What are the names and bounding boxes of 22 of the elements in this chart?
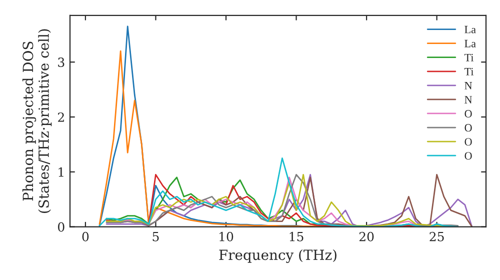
y-tick-label: 0 <box>58 222 64 232</box>
legend-label: O <box>464 138 472 146</box>
legend-label: O <box>464 124 472 132</box>
x-tick-label: 20 <box>359 232 374 242</box>
y-tick-label: 3 <box>58 58 64 67</box>
legend-label: La <box>464 26 476 34</box>
x-tick-label: 0 <box>82 232 89 242</box>
x-axis-title: Frequency (THz) <box>219 249 336 263</box>
x-tick-label: 15 <box>290 232 304 242</box>
x-tick-label: 25 <box>430 232 444 242</box>
legend-label: N <box>464 82 472 90</box>
x-tick-label: 5 <box>152 232 159 242</box>
legend-label: O <box>464 152 472 160</box>
y-tick-label: 2 <box>58 112 64 122</box>
y-tick-label: 1 <box>58 167 64 177</box>
legend-label: Ti <box>464 54 474 62</box>
legend-label: Ti <box>464 68 474 76</box>
legend-label: N <box>464 96 472 104</box>
legend-label: La <box>464 40 476 48</box>
x-tick-label: 10 <box>220 232 234 242</box>
y-axis-title: Phonon projected DOS (States/THz·primitive cell) <box>22 29 52 213</box>
legend-label: O <box>464 110 472 118</box>
